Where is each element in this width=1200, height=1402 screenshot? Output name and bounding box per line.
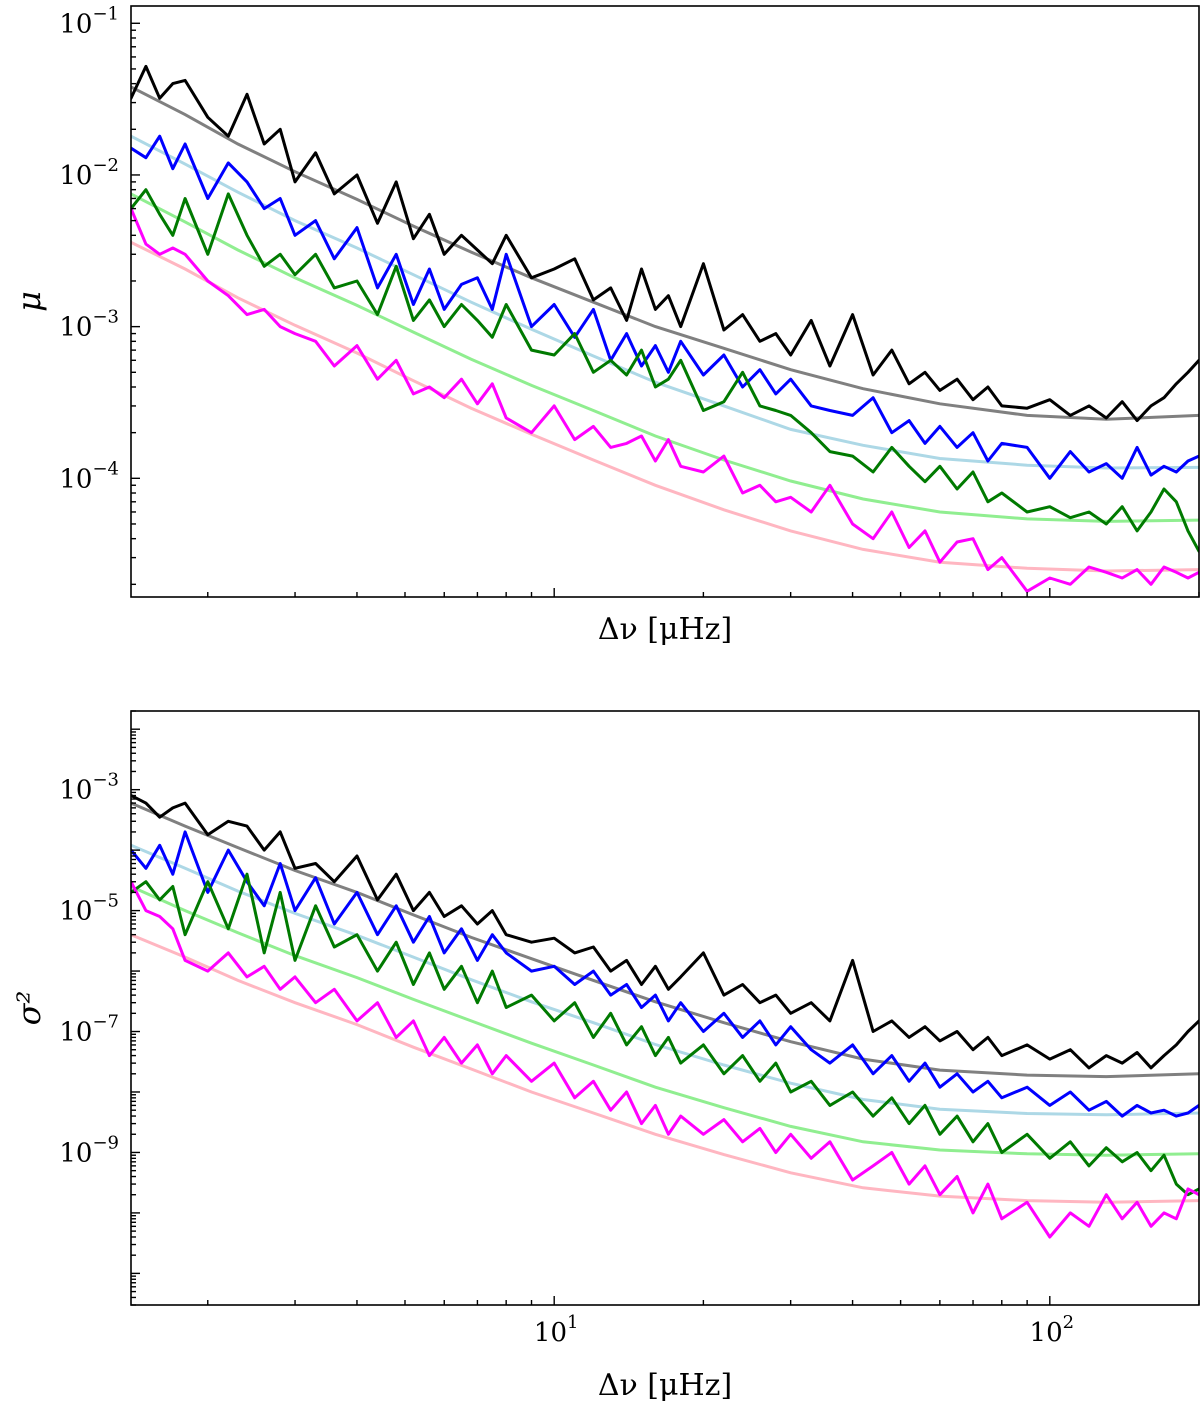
data-series-0 <box>131 64 1199 423</box>
y-axis-label: σ² <box>10 991 48 1026</box>
data-series-3 <box>131 207 1199 593</box>
x-axis-label: Δν [μHz] <box>598 1368 732 1402</box>
y-axis-label: μ <box>10 291 48 312</box>
data-series-1 <box>131 830 1199 1118</box>
data-series-0 <box>131 794 1199 1070</box>
y-tick-label: 10−2 <box>59 155 119 191</box>
data-series-2 <box>131 872 1199 1197</box>
fit-line-3 <box>131 933 1199 1204</box>
data-series-3 <box>131 880 1199 1239</box>
fit-line-2 <box>131 885 1199 1157</box>
y-tick-label: 10−9 <box>59 1132 119 1168</box>
y-tick-label: 10−1 <box>59 3 119 39</box>
top-panel: 10−1 10−2 10−3 10−4 Δν [μHz] μ <box>10 3 1200 647</box>
y-tick-label: 10−3 <box>59 770 119 806</box>
x-tick-label: 102 <box>1030 1312 1075 1348</box>
bottom-panel: 10−3 10−5 10−7 10−9 101 102 Δν [μHz] σ² <box>10 710 1200 1402</box>
x-tick-label: 101 <box>534 1312 579 1348</box>
plot-area <box>131 794 1199 1239</box>
x-axis-label: Δν [μHz] <box>598 612 732 647</box>
fit-line-0 <box>131 801 1199 1079</box>
axes-frame <box>130 710 1200 1306</box>
fit-line-3 <box>131 240 1199 573</box>
data-series-1 <box>131 134 1199 480</box>
y-tick-label: 10−4 <box>59 458 119 494</box>
y-tick-label: 10−7 <box>59 1012 119 1048</box>
y-tick-label: 10−5 <box>59 891 119 927</box>
axes-frame <box>130 5 1200 598</box>
y-tick-label: 10−3 <box>59 307 119 343</box>
fit-line-2 <box>131 192 1199 523</box>
fit-line-1 <box>131 134 1199 470</box>
plot-area <box>131 64 1199 593</box>
data-series-2 <box>131 188 1199 553</box>
fit-line-0 <box>131 85 1199 421</box>
